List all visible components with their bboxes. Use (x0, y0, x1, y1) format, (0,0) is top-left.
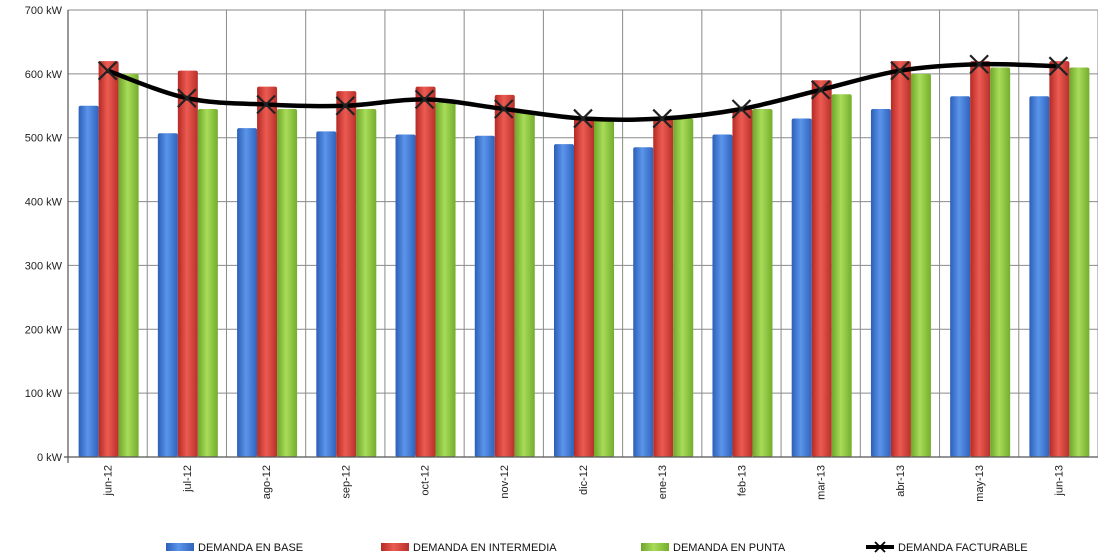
line-point-marker (493, 99, 514, 119)
bar-demanda-en-base (791, 118, 812, 458)
bar-demanda-en-punta (594, 119, 614, 457)
x-tick-label: ago-12 (261, 465, 273, 499)
bar-demanda-en-intermedia (890, 61, 911, 457)
legend-item: DEMANDA EN INTERMEDIA (381, 542, 557, 554)
y-tick-label: 500 kW (25, 133, 63, 145)
legend-label: DEMANDA FACTURABLE (898, 542, 1028, 554)
bar-demanda-en-punta (197, 108, 218, 457)
line-point-marker (573, 108, 593, 129)
bar-demanda-en-punta (910, 73, 931, 457)
bar-demanda-en-intermedia (177, 70, 198, 458)
bar-demanda-en-base (395, 134, 416, 457)
line-point-marker (256, 94, 276, 115)
bar-demanda-en-intermedia (98, 61, 119, 457)
legend-label: DEMANDA EN BASE (198, 542, 303, 554)
y-tick-label: 400 kW (25, 197, 63, 209)
x-tick-label: oct-12 (420, 465, 432, 496)
bar-demanda-en-base (712, 134, 733, 457)
legend-label: DEMANDA EN INTERMEDIA (413, 542, 557, 554)
line-point-marker (414, 89, 435, 110)
legend-item: DEMANDA EN PUNTA (641, 542, 786, 554)
bar-demanda-en-intermedia (732, 108, 753, 457)
line-point-marker (890, 60, 910, 81)
bar-demanda-en-base (633, 147, 654, 458)
line-point-marker (731, 99, 752, 119)
y-tick-label: 100 kW (25, 388, 63, 400)
bar-demanda-en-base (950, 96, 971, 457)
bar-demanda-en-punta (831, 94, 852, 457)
bar-demanda-en-base (78, 105, 99, 458)
bar-demanda-en-punta (277, 108, 298, 457)
x-tick-label: may-13 (974, 465, 986, 502)
legend-item: DEMANDA FACTURABLE (866, 541, 1028, 554)
bar-demanda-en-intermedia (1049, 61, 1070, 457)
bar-demanda-en-punta (514, 112, 535, 458)
bar-demanda-en-base (474, 135, 495, 457)
bar-demanda-en-punta (990, 67, 1011, 457)
bar-demanda-en-base (1029, 96, 1050, 457)
x-tick-label: mar-13 (816, 465, 828, 500)
bar-demanda-en-intermedia (653, 118, 674, 458)
bar-demanda-en-intermedia (574, 118, 594, 458)
bar-demanda-en-intermedia (415, 86, 436, 457)
bar-demanda-en-intermedia (811, 80, 832, 457)
bar-demanda-en-punta (435, 102, 456, 457)
bar-demanda-en-punta (356, 108, 377, 457)
line-point-marker (969, 54, 989, 75)
x-tick-label: abr-13 (895, 465, 907, 497)
x-tick-label: jun-13 (1053, 465, 1065, 497)
axes: 0 kW 100 kW 200 kW 300 kW 400 kW 500 kW 600 kW… (25, 5, 1098, 502)
y-tick-label: 600 kW (25, 69, 63, 81)
bar-demanda-en-punta (752, 108, 773, 457)
bar-demanda-en-base (316, 131, 337, 458)
line-point-marker (177, 88, 197, 108)
x-tick-label: sep-12 (340, 465, 352, 499)
y-tick-label: 200 kW (25, 324, 63, 336)
bar-demanda-en-base (157, 133, 178, 457)
legend: DEMANDA EN BASE DEMANDA EN INTERMEDIA DEMA… (166, 541, 1028, 554)
y-tick-label: 300 kW (25, 260, 63, 272)
bar-demanda-en-intermedia (336, 91, 357, 457)
line-point-marker (810, 80, 831, 100)
line-point-marker (1048, 56, 1069, 76)
line-point-marker (335, 96, 356, 116)
bars (78, 61, 1090, 458)
bar-demanda-en-punta (673, 118, 694, 458)
bar-demanda-en-intermedia (494, 94, 515, 458)
bar-demanda-en-punta (1069, 67, 1090, 457)
line-point-marker (97, 60, 118, 81)
x-tick-label: nov-12 (499, 465, 511, 499)
y-tick-label: 700 kW (25, 5, 63, 17)
bar-demanda-en-punta (118, 73, 139, 457)
x-tick-label: jul-12 (182, 465, 194, 493)
line-point-marker (652, 108, 673, 129)
legend-swatch (381, 543, 409, 551)
bar-demanda-en-intermedia (257, 86, 278, 457)
bar-demanda-en-base (237, 128, 258, 457)
bar-demanda-en-intermedia (970, 61, 991, 457)
x-tick-label: feb-13 (736, 465, 748, 496)
x-tick-label: ene-13 (657, 465, 669, 499)
legend-label: DEMANDA EN PUNTA (673, 542, 786, 554)
x-tick-label: jun-12 (103, 465, 115, 497)
y-tick-label: 0 kW (37, 452, 63, 464)
bar-demanda-en-base (554, 144, 574, 457)
billable-demand-line (97, 54, 1069, 129)
x-tick-label: dic-12 (578, 465, 590, 495)
bar-demanda-en-base (870, 108, 891, 457)
legend-item: DEMANDA EN BASE (166, 542, 303, 554)
legend-swatch (641, 543, 669, 551)
legend-swatch (166, 543, 194, 551)
